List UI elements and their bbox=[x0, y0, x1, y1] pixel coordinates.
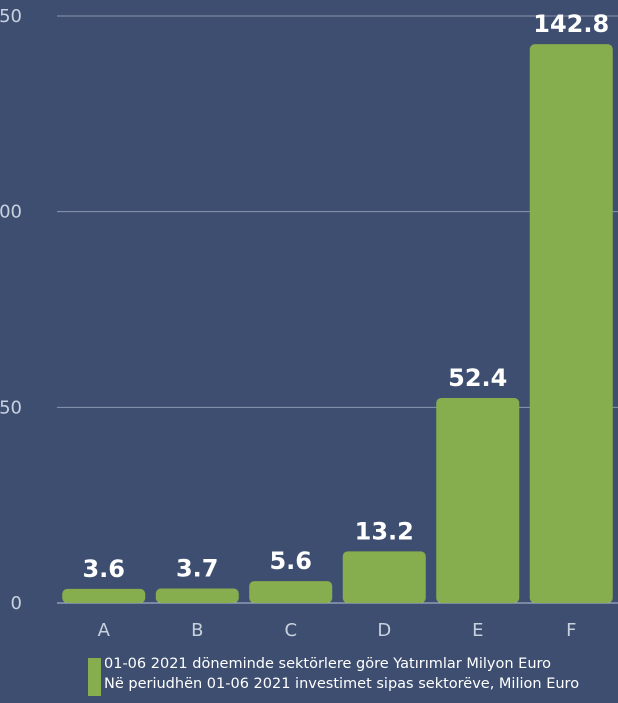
x-tick-label: D bbox=[377, 620, 391, 641]
legend: 01-06 2021 döneminde sektörlere göre Yat… bbox=[88, 654, 579, 696]
x-tick-label: F bbox=[566, 620, 576, 641]
legend-swatch bbox=[88, 658, 101, 696]
y-axis-ticks: 0 50 100 150 bbox=[0, 6, 22, 614]
legend-line-1: 01-06 2021 döneminde sektörlere göre Yat… bbox=[104, 656, 552, 672]
legend-text: 01-06 2021 döneminde sektörlere göre Yat… bbox=[104, 654, 579, 694]
data-labels: 3.6 3.7 5.6 13.2 52.4 142.8 bbox=[82, 10, 609, 583]
y-tick-label: 50 bbox=[0, 397, 22, 418]
x-tick-label: B bbox=[191, 620, 203, 641]
data-label: 142.8 bbox=[533, 10, 609, 38]
bar-c bbox=[249, 581, 333, 603]
x-tick-label: E bbox=[472, 620, 483, 641]
x-axis-ticks: A B C D E F bbox=[98, 620, 577, 641]
x-tick-label: C bbox=[284, 620, 297, 641]
data-label: 3.7 bbox=[176, 555, 219, 583]
y-tick-label: 100 bbox=[0, 202, 22, 223]
bars bbox=[62, 44, 613, 603]
data-label: 13.2 bbox=[355, 517, 414, 545]
y-tick-label: 0 bbox=[11, 593, 22, 614]
gridlines bbox=[57, 15, 618, 604]
bar-f bbox=[529, 44, 613, 603]
data-label: 5.6 bbox=[269, 547, 312, 575]
y-tick-label: 150 bbox=[0, 6, 22, 27]
data-label: 52.4 bbox=[448, 364, 507, 392]
bar-a bbox=[62, 588, 146, 603]
legend-line-2: Në periudhën 01-06 2021 investimet sipas… bbox=[104, 676, 580, 692]
x-tick-label: A bbox=[98, 620, 111, 641]
bar-e bbox=[436, 397, 520, 603]
bar-d bbox=[342, 551, 426, 603]
data-label: 3.6 bbox=[82, 555, 125, 583]
bar-b bbox=[155, 588, 239, 603]
